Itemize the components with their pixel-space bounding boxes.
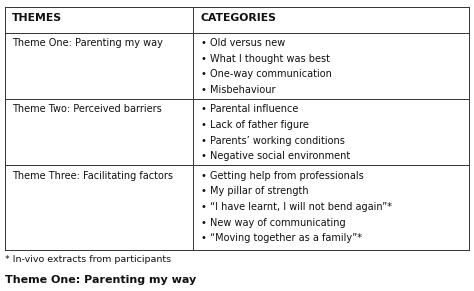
Text: Theme One: Parenting my way: Theme One: Parenting my way (12, 38, 163, 48)
Text: * In-vivo extracts from participants: * In-vivo extracts from participants (5, 255, 171, 264)
Text: Theme Two: Perceived barriers: Theme Two: Perceived barriers (12, 104, 162, 114)
Text: • “I have learnt, I will not bend again”*: • “I have learnt, I will not bend again”… (201, 202, 392, 212)
Text: • Getting help from professionals: • Getting help from professionals (201, 171, 363, 180)
Text: • New way of communicating: • New way of communicating (201, 218, 345, 228)
Text: • Parents’ working conditions: • Parents’ working conditions (201, 136, 345, 146)
Text: Theme One: Parenting my way: Theme One: Parenting my way (5, 275, 196, 285)
Text: CATEGORIES: CATEGORIES (201, 13, 276, 22)
Text: • What I thought was best: • What I thought was best (201, 54, 329, 63)
Text: • Lack of father figure: • Lack of father figure (201, 120, 309, 130)
Text: • Negative social environment: • Negative social environment (201, 151, 350, 161)
Text: • My pillar of strength: • My pillar of strength (201, 186, 308, 196)
Text: • Old versus new: • Old versus new (201, 38, 285, 48)
Text: Theme Three: Facilitating factors: Theme Three: Facilitating factors (12, 171, 173, 180)
Text: THEMES: THEMES (12, 13, 62, 22)
Text: • Misbehaviour: • Misbehaviour (201, 85, 275, 95)
Text: • One-way communication: • One-way communication (201, 69, 331, 79)
Text: • “Moving together as a family”*: • “Moving together as a family”* (201, 233, 362, 243)
Text: • Parental influence: • Parental influence (201, 104, 298, 114)
